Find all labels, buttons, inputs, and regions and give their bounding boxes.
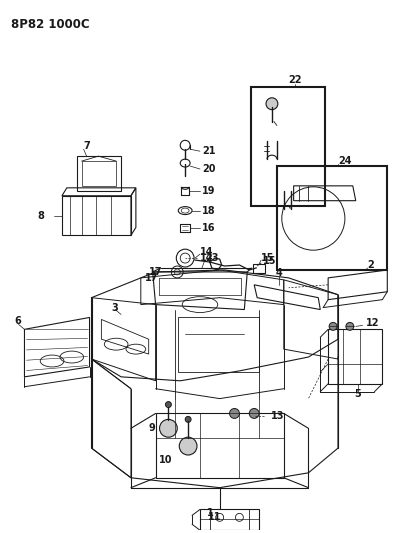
Circle shape — [185, 416, 191, 422]
Bar — [251, 87, 325, 206]
Text: 15: 15 — [263, 256, 276, 266]
Text: 10: 10 — [159, 455, 172, 465]
Text: 5: 5 — [354, 389, 361, 399]
Text: 9: 9 — [149, 423, 156, 433]
Text: 2: 2 — [368, 260, 374, 270]
Text: 20: 20 — [202, 164, 215, 174]
Circle shape — [329, 322, 337, 330]
Circle shape — [346, 322, 354, 330]
Circle shape — [229, 408, 239, 418]
Text: 4: 4 — [275, 268, 282, 278]
Circle shape — [179, 437, 197, 455]
Circle shape — [266, 98, 278, 110]
Bar — [178, 318, 259, 372]
Text: 24: 24 — [338, 156, 352, 166]
Text: 17: 17 — [149, 267, 162, 277]
Text: 8: 8 — [37, 211, 44, 221]
Circle shape — [166, 401, 171, 408]
Text: 16: 16 — [202, 223, 215, 233]
Text: 18: 18 — [202, 206, 216, 215]
Text: 14: 14 — [200, 247, 213, 257]
Text: 21: 21 — [202, 146, 215, 156]
Text: 22: 22 — [288, 75, 301, 85]
Text: 23: 23 — [205, 253, 218, 263]
Bar — [253, 264, 265, 273]
Text: 13: 13 — [271, 411, 284, 422]
Text: 6: 6 — [15, 317, 21, 326]
Text: 1: 1 — [207, 508, 214, 519]
Text: 17: 17 — [145, 273, 158, 283]
Text: 11: 11 — [208, 512, 222, 522]
Circle shape — [160, 419, 177, 437]
Text: 3: 3 — [111, 303, 118, 312]
Text: 15: 15 — [261, 253, 275, 263]
Text: 14: 14 — [200, 253, 213, 263]
Bar — [277, 166, 387, 270]
Text: 8P82 1000C: 8P82 1000C — [11, 18, 89, 30]
Text: 19: 19 — [202, 186, 215, 196]
Text: 12: 12 — [366, 318, 379, 328]
Circle shape — [249, 408, 259, 418]
Text: 7: 7 — [84, 141, 90, 151]
